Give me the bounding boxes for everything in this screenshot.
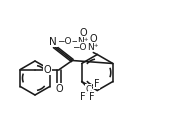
Text: F: F [89, 92, 94, 102]
Text: N: N [49, 37, 57, 47]
Text: O: O [79, 28, 87, 38]
Text: N⁺: N⁺ [78, 37, 89, 46]
Text: −O−: −O− [57, 37, 79, 46]
Text: O: O [89, 33, 97, 43]
Text: C: C [86, 84, 92, 93]
Text: O: O [43, 65, 51, 75]
Text: O: O [55, 83, 63, 93]
Text: N⁺: N⁺ [87, 43, 99, 52]
Text: F: F [94, 79, 100, 89]
Text: −O: −O [72, 43, 87, 52]
Text: F: F [80, 92, 86, 102]
